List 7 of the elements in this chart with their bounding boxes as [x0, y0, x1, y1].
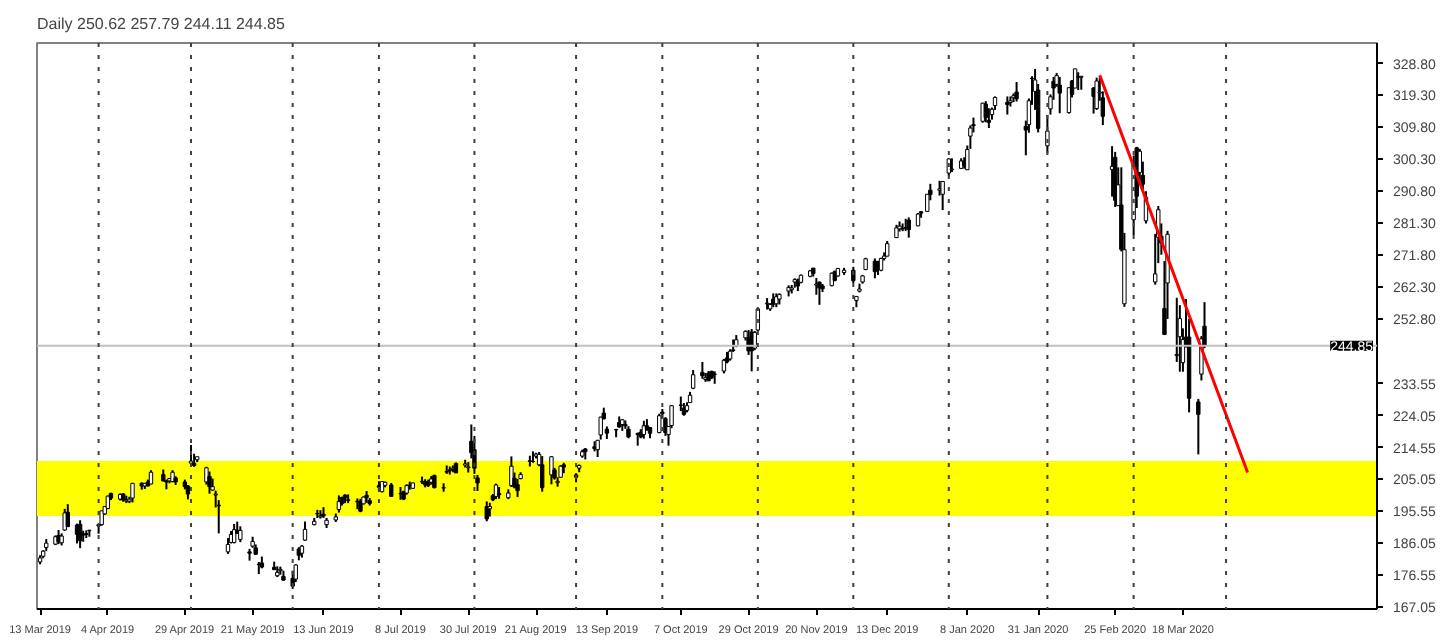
chart-title: Daily 250.62 257.79 244.11 244.85	[37, 15, 287, 33]
candlestick	[1196, 397, 1201, 456]
candlestick	[540, 455, 545, 493]
candlestick	[690, 369, 696, 391]
candlestick	[1177, 304, 1183, 373]
candlestick	[669, 404, 674, 430]
candlestick	[302, 520, 308, 542]
